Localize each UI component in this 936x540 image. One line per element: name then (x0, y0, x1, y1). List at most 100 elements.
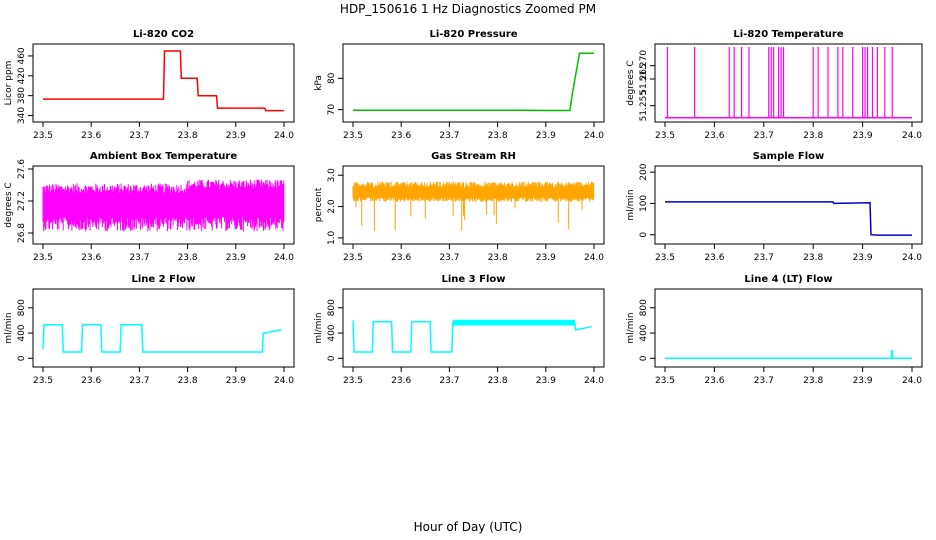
x-tick-label: 23.5 (655, 131, 675, 141)
series-line (665, 201, 912, 236)
plot-frame (654, 288, 923, 368)
x-tick-label: 23.6 (704, 376, 724, 386)
y-tick-label: 51.270 (639, 50, 649, 82)
panel-title: Li-820 Pressure (429, 29, 517, 40)
y-tick-label: 70 (327, 104, 337, 116)
y-tick-label: 80 (327, 72, 337, 84)
x-tick-label: 23.8 (488, 253, 508, 263)
x-tick-label: 24.0 (584, 376, 604, 386)
y-axis-label: kPa (314, 75, 324, 91)
y-tick-label: 51.265 (639, 63, 649, 95)
y-axis-label: ml/min (626, 189, 636, 220)
x-tick-label: 23.6 (704, 253, 724, 263)
series-line (353, 52, 594, 112)
y-tick-label: 800 (639, 299, 649, 316)
rh-noise-band (352, 181, 595, 232)
y-tick-label: 0 (639, 355, 649, 361)
series-line (43, 50, 284, 112)
x-tick-label: 23.5 (655, 253, 675, 263)
x-tick-label: 23.5 (343, 253, 363, 263)
x-tick-label: 23.6 (391, 253, 411, 263)
x-tick-label: 23.9 (226, 253, 246, 263)
x-tick-label: 23.9 (853, 253, 873, 263)
x-tick-label: 23.7 (129, 131, 149, 141)
plot-frame (32, 165, 295, 245)
panel-title: Sample Flow (753, 151, 825, 162)
y-axis-label: degrees C (4, 182, 14, 227)
panel-7: Line 2 Flow 23.5 23.6 23.7 23.8 23.9 24.0 0 400 8… (4, 274, 295, 386)
x-tick-label: 23.9 (853, 376, 873, 386)
y-tick-label: 460 (17, 47, 27, 64)
x-tick-label: 23.6 (391, 131, 411, 141)
x-tick-label: 23.6 (704, 131, 724, 141)
y-tick-label: 800 (17, 299, 27, 316)
plot-frame (342, 43, 605, 123)
x-tick-label: 23.7 (439, 376, 459, 386)
x-tick-label: 23.7 (439, 253, 459, 263)
panel-9: Line 4 (LT) Flow 23.5 23.6 23.7 23.8 23.9 24.0… (626, 274, 923, 386)
y-axis-label: Licor ppm (4, 61, 14, 106)
x-tick-label: 23.5 (343, 131, 363, 141)
y-tick-label: 0 (17, 355, 27, 361)
panel-title: Line 3 Flow (442, 274, 506, 285)
y-tick-label: 200 (639, 163, 649, 180)
y-tick-label: 400 (17, 324, 27, 341)
y-tick-label: 800 (327, 299, 337, 316)
x-tick-label: 23.9 (536, 131, 556, 141)
panel-title: Line 4 (LT) Flow (744, 274, 832, 285)
y-axis-label: ml/min (626, 312, 636, 343)
x-tick-label: 23.6 (81, 131, 101, 141)
y-tick-label: 2.0 (327, 199, 337, 214)
y-tick-label: 100 (639, 195, 649, 212)
x-tick-label: 23.9 (536, 376, 556, 386)
panel-title: Li-820 Temperature (733, 29, 843, 40)
x-tick-label: 24.0 (902, 131, 922, 141)
y-tick-label: 400 (327, 324, 337, 341)
x-tick-label: 24.0 (902, 376, 922, 386)
x-tick-label: 24.0 (274, 376, 294, 386)
x-tick-label: 23.5 (343, 376, 363, 386)
series-line (665, 349, 912, 360)
x-tick-label: 23.8 (178, 253, 198, 263)
y-tick-label: 400 (639, 324, 649, 341)
x-tick-label: 23.7 (754, 253, 774, 263)
x-tick-label: 23.8 (803, 376, 823, 386)
x-tick-label: 24.0 (584, 131, 604, 141)
y-axis-label: ml/min (314, 312, 324, 343)
x-tick-label: 23.5 (33, 253, 53, 263)
plot-frame (342, 288, 605, 368)
panel-title: Gas Stream RH (431, 151, 516, 162)
panel-5: Gas Stream RH 23.5 23.6 23.7 23.8 23.9 24.0 1.0… (314, 151, 605, 263)
y-tick-label: 0 (327, 355, 337, 361)
x-tick-label: 23.6 (81, 253, 101, 263)
x-tick-label: 24.0 (274, 131, 294, 141)
x-tick-label: 23.9 (226, 376, 246, 386)
x-tick-label: 23.9 (853, 131, 873, 141)
x-tick-label: 23.9 (536, 253, 556, 263)
x-tick-label: 23.7 (754, 131, 774, 141)
panel-8: Line 3 Flow 23.5 23.6 23.7 23.8 23.9 24.0 0 400 8… (314, 274, 605, 386)
x-tick-label: 23.7 (754, 376, 774, 386)
x-tick-label: 23.9 (226, 131, 246, 141)
x-tick-label: 23.5 (33, 376, 53, 386)
plot-frame (654, 43, 923, 123)
x-tick-label: 23.7 (129, 376, 149, 386)
flow-band (452, 319, 575, 326)
y-tick-label: 27.2 (17, 191, 27, 211)
y-tick-label: 0 (639, 232, 649, 238)
plot-frame (32, 43, 295, 123)
x-tick-label: 23.5 (655, 376, 675, 386)
panel-2: Li-820 Pressure 23.5 23.6 23.7 23.8 23.9 24.0 7… (314, 29, 605, 141)
panel-3: Li-820 Temperature 23.5 23.6 23.7 23.8 23.9 24… (626, 29, 923, 141)
x-tick-label: 24.0 (902, 253, 922, 263)
x-tick-label: 23.5 (33, 131, 53, 141)
y-tick-label: 27.6 (17, 159, 27, 179)
x-tick-label: 23.8 (803, 131, 823, 141)
y-tick-label: 26.8 (17, 223, 27, 243)
panel-title: Line 2 Flow (132, 274, 196, 285)
x-tick-label: 23.7 (129, 253, 149, 263)
plot-frame (342, 165, 605, 245)
x-axis-label: Hour of Day (UTC) (414, 520, 523, 534)
panel-title: Li-820 CO2 (133, 29, 194, 40)
